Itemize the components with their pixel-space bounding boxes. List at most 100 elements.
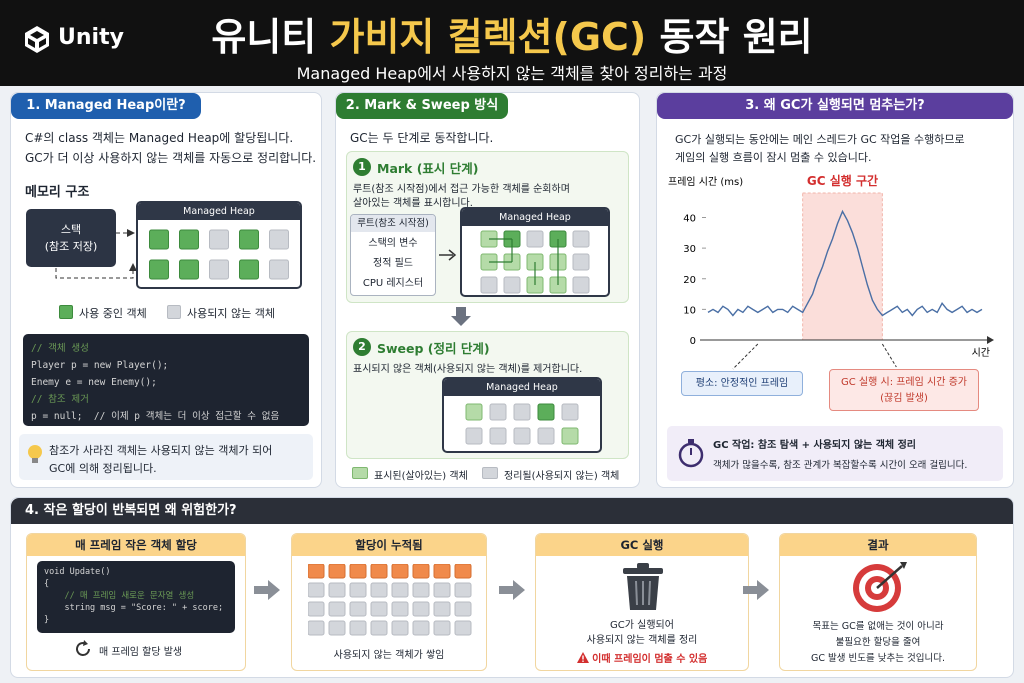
legend-label: 정리될(사용되지 않는) 객체 (504, 471, 620, 482)
code-line: { (44, 579, 50, 589)
allocated-object (412, 564, 430, 579)
stack-label: (참조 저장) (44, 240, 98, 253)
card-text: 사용되지 않는 객체를 정리 (586, 635, 698, 646)
heap-label: Managed Heap (444, 379, 600, 396)
heap-object (209, 229, 229, 250)
target-icon (853, 562, 907, 612)
code-line: void Update() (44, 567, 111, 577)
panel-title: 1. Managed Heap이란? (11, 93, 201, 119)
warning-text: 이때 프레임이 멈출 수 있음 (592, 654, 708, 665)
allocated-object (349, 582, 367, 598)
stopwatch-icon (678, 439, 704, 468)
heap-object (513, 403, 531, 421)
code-block: void Update() { // 매 프레임 새로운 문자열 생성 strin… (37, 561, 235, 633)
heap-grid (465, 403, 579, 445)
down-arrow (451, 307, 471, 326)
allocated-object (370, 582, 388, 598)
heap-object (149, 259, 169, 280)
unity-icon (25, 26, 49, 53)
y-tick-label: 0 (690, 336, 696, 347)
allocated-object (391, 564, 409, 579)
allocated-object (433, 564, 451, 579)
tip-box: 참조가 사라진 객체는 사용되지 않는 객체가 되어 GC에 의해 정리됩니다. (19, 434, 313, 480)
code-line: } (44, 615, 50, 625)
step-card: 할당이 누적됨 사용되지 않는 객체가 쌓임 (291, 533, 487, 671)
gc-region (802, 192, 883, 341)
step-desc: 루트(참조 시작점)에서 접근 가능한 객체를 순회하며 (353, 184, 570, 195)
heap-object (269, 259, 289, 280)
allocated-object (349, 564, 367, 579)
allocated-object (308, 582, 325, 598)
heap-object (239, 229, 259, 250)
panel-title: 3. 왜 GC가 실행되면 멈추는가? (657, 93, 1013, 119)
heap-object (572, 230, 590, 248)
warning-icon (576, 652, 589, 663)
heap-object (561, 403, 579, 421)
allocated-object (370, 601, 388, 617)
title-part: 동작 원리 (659, 15, 813, 59)
object-pile (308, 564, 472, 636)
intro-line: GC가 더 이상 사용하지 않는 객체를 자동으로 정리합니다. (25, 151, 317, 165)
pointer (881, 343, 897, 368)
warning: 이때 프레임이 멈출 수 있음 (536, 650, 748, 665)
flow-arrow (254, 580, 280, 600)
allocated-object (308, 620, 325, 636)
card-title: 결과 (780, 534, 976, 556)
card-title: 매 프레임 작은 객체 할당 (27, 534, 245, 556)
heap-box: Managed Heap (136, 201, 302, 289)
heap-object (526, 230, 544, 248)
allocated-object (308, 564, 325, 579)
heap-box: Managed Heap (442, 377, 602, 453)
allocated-object (328, 582, 346, 598)
allocated-object (308, 601, 325, 617)
step-desc: 표시되지 않은 객체(사용되지 않는 객체)를 제거합니다. (353, 364, 583, 375)
y-axis-label: 프레임 시간 (ms) (668, 175, 743, 188)
panel-title: 4. 작은 할당이 반복되면 왜 위험한가? (11, 498, 1013, 524)
code-line: string msg = "Score: " + score; (44, 603, 224, 613)
sweep-section: 2 Sweep (정리 단계) 표시되지 않은 객체(사용되지 않는 객체)를 … (346, 331, 629, 459)
step-card: 결과 목표는 GC를 없애는 것이 아니라 불필요한 할당을 줄여 GC 발생 … (779, 533, 977, 671)
legend-label: 사용되지 않는 객체 (187, 307, 275, 320)
heap-object (503, 276, 521, 294)
memory-arrows (55, 229, 137, 279)
allocated-object (412, 582, 430, 598)
roots-box: 루트(참조 시작점) 스택의 변수 정적 필드 CPU 레지스터 (350, 214, 436, 296)
section-heading: 메모리 구조 (25, 185, 90, 200)
allocated-object (370, 564, 388, 579)
y-tick-label: 30 (683, 244, 696, 255)
tip-line: GC에 의해 정리됩니다. (49, 462, 157, 475)
header: Unity 유니티 가비지 컬렉션(GC) 동작 원리 Managed Heap… (0, 0, 1024, 86)
heap-object (209, 259, 229, 280)
allocated-object (433, 620, 451, 636)
card-text: GC가 실행되어 (610, 620, 674, 631)
panel-pause: 3. 왜 GC가 실행되면 멈추는가? GC가 실행되는 동안에는 메인 스레드… (656, 92, 1014, 488)
allocated-object (433, 582, 451, 598)
heap-object (239, 259, 259, 280)
code-line: Enemy e = new Enemy(); (31, 377, 157, 388)
tip-line: 참조가 사라진 객체는 사용되지 않는 객체가 되어 (49, 444, 273, 457)
code-line: // 객체 생성 (31, 343, 89, 354)
step-desc: 살아있는 객체를 표시합니다. (353, 198, 473, 209)
title-highlight: 가비지 컬렉션(GC) (329, 15, 647, 59)
heap-object (465, 427, 483, 445)
heap-object (537, 427, 555, 445)
heap-object (489, 403, 507, 421)
allocated-object (454, 582, 472, 598)
legend-swatch (352, 467, 368, 479)
y-tick-label: 40 (683, 214, 696, 225)
bulb-icon (28, 445, 42, 463)
card-text: 목표는 GC를 없애는 것이 아니라 (812, 621, 944, 632)
title: 유니티 가비지 컬렉션(GC) 동작 원리 (0, 6, 1024, 61)
card-caption: 사용되지 않는 객체가 쌓임 (333, 650, 445, 661)
allocated-object (391, 582, 409, 598)
code-line: // 참조 제거 (31, 394, 89, 405)
y-tick-label: 20 (683, 275, 696, 286)
stack-label: 스택 (60, 223, 82, 236)
heap-object (179, 229, 199, 250)
x-axis-label: 시간 (972, 347, 990, 359)
allocated-object (328, 564, 346, 579)
heap-object (489, 427, 507, 445)
logo-text: Unity (58, 25, 124, 50)
